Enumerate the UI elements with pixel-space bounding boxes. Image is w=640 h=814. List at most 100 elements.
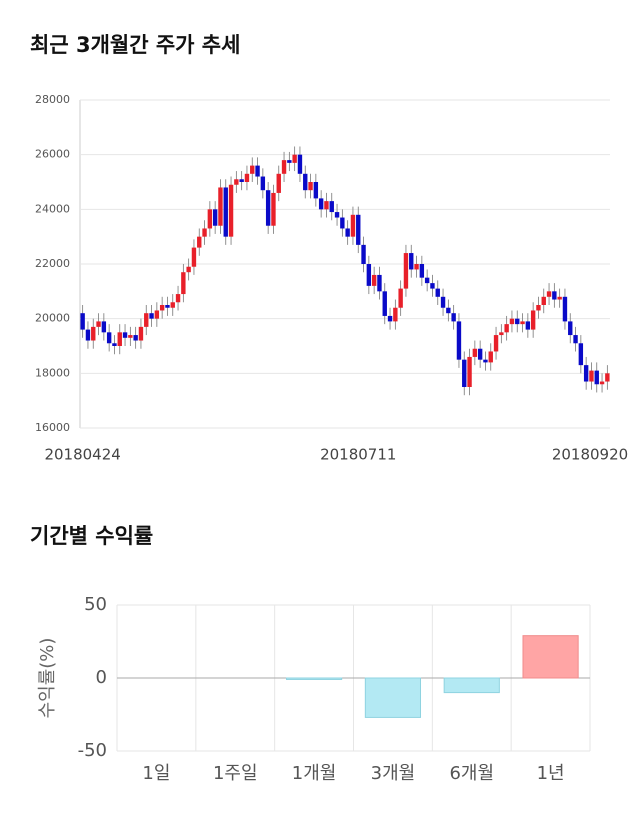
y-tick-label: 18000 [35, 366, 70, 379]
candle-body [334, 212, 340, 218]
candle-body [578, 343, 584, 366]
candle-body [509, 318, 515, 325]
candle-body [488, 351, 493, 363]
candle-body [340, 217, 345, 229]
x-tick-label: 1주일 [213, 763, 258, 784]
bar [522, 635, 579, 679]
candle-body [589, 370, 594, 382]
candle-body [350, 214, 356, 237]
candle-body [234, 179, 239, 185]
candle-body [255, 165, 260, 177]
candle-body [250, 165, 255, 174]
candle-body [318, 198, 324, 210]
candle-body [80, 313, 85, 330]
candle-body [117, 332, 122, 346]
candle-body [557, 296, 562, 300]
y-tick-label: 16000 [35, 421, 70, 434]
candle-body [382, 291, 387, 316]
candle-body [265, 190, 271, 226]
candle-body [409, 253, 414, 270]
candle-body [186, 266, 191, 273]
bar [443, 677, 500, 694]
candle-body [446, 307, 451, 314]
x-tick-label: 1년 [537, 763, 565, 784]
candle-body [101, 321, 107, 333]
chart-title: 기간별 수익률 [30, 524, 153, 548]
candle-body [387, 315, 393, 322]
candle-body [377, 274, 382, 292]
candle-body [515, 318, 520, 325]
candle-body [605, 373, 610, 382]
candle-body [414, 264, 419, 270]
candle-body [451, 313, 456, 322]
candle-body [583, 365, 589, 382]
y-tick-label: -50 [78, 740, 107, 761]
candle-body [181, 272, 186, 295]
y-tick-label: 24000 [35, 202, 70, 215]
candle-body [499, 332, 504, 336]
x-tick-label: 20180424 [44, 446, 120, 464]
candle-body [260, 176, 266, 191]
candle-body [303, 173, 308, 191]
candle-body [271, 192, 276, 226]
candle-body [493, 335, 499, 352]
candle-body [552, 291, 557, 300]
candle-body [424, 277, 430, 284]
candle-body [170, 302, 175, 308]
candle-body [154, 310, 160, 319]
candle-body [345, 228, 350, 237]
candle-body [202, 228, 207, 237]
candle-body [504, 324, 509, 333]
candle-body [573, 335, 578, 344]
candle-body [276, 173, 281, 193]
candle-body [456, 321, 462, 360]
y-axis-label: 수익률(%) [37, 638, 58, 719]
candle-body [568, 321, 573, 336]
candle-body [371, 274, 377, 286]
candle-body [239, 179, 244, 182]
candle-body [594, 370, 599, 385]
candle-body [287, 160, 292, 163]
candle-body [440, 296, 446, 308]
x-tick-label: 6개월 [449, 763, 494, 784]
candle-body [361, 244, 366, 264]
y-tick-label: 26000 [35, 148, 70, 161]
candle-body [483, 359, 488, 363]
candle-body [122, 332, 128, 338]
bar [364, 677, 422, 718]
candle-body [223, 187, 228, 237]
candle-body [419, 264, 425, 278]
x-tick-label: 1개월 [292, 763, 337, 784]
candle-body [197, 236, 202, 248]
bar [285, 677, 343, 680]
candle-body [329, 201, 334, 213]
candle-body [165, 305, 170, 308]
x-tick-label: 3개월 [371, 763, 416, 784]
candle-body [520, 321, 525, 325]
candle-body [435, 288, 440, 297]
candle-body [292, 154, 297, 163]
candle-body [297, 154, 303, 174]
candle-body [106, 332, 112, 344]
candle-body [138, 326, 144, 341]
candle-body [398, 288, 403, 308]
candle-body [324, 201, 329, 210]
y-tick-label: 0 [96, 667, 107, 688]
candle-body [112, 343, 117, 346]
candle-body [546, 291, 552, 297]
candle-body [175, 294, 181, 303]
y-tick-label: 20000 [35, 312, 70, 325]
candle-body [541, 296, 546, 305]
candle-body [91, 326, 96, 341]
candle-body [207, 209, 213, 229]
y-tick-label: 22000 [35, 257, 70, 270]
candle-body [462, 359, 467, 387]
candle-body [128, 335, 133, 338]
candle-body [218, 187, 223, 226]
candle-body [149, 313, 154, 319]
candle-body [159, 305, 165, 311]
x-tick-label: 20180711 [320, 446, 396, 464]
candle-body [133, 335, 138, 341]
